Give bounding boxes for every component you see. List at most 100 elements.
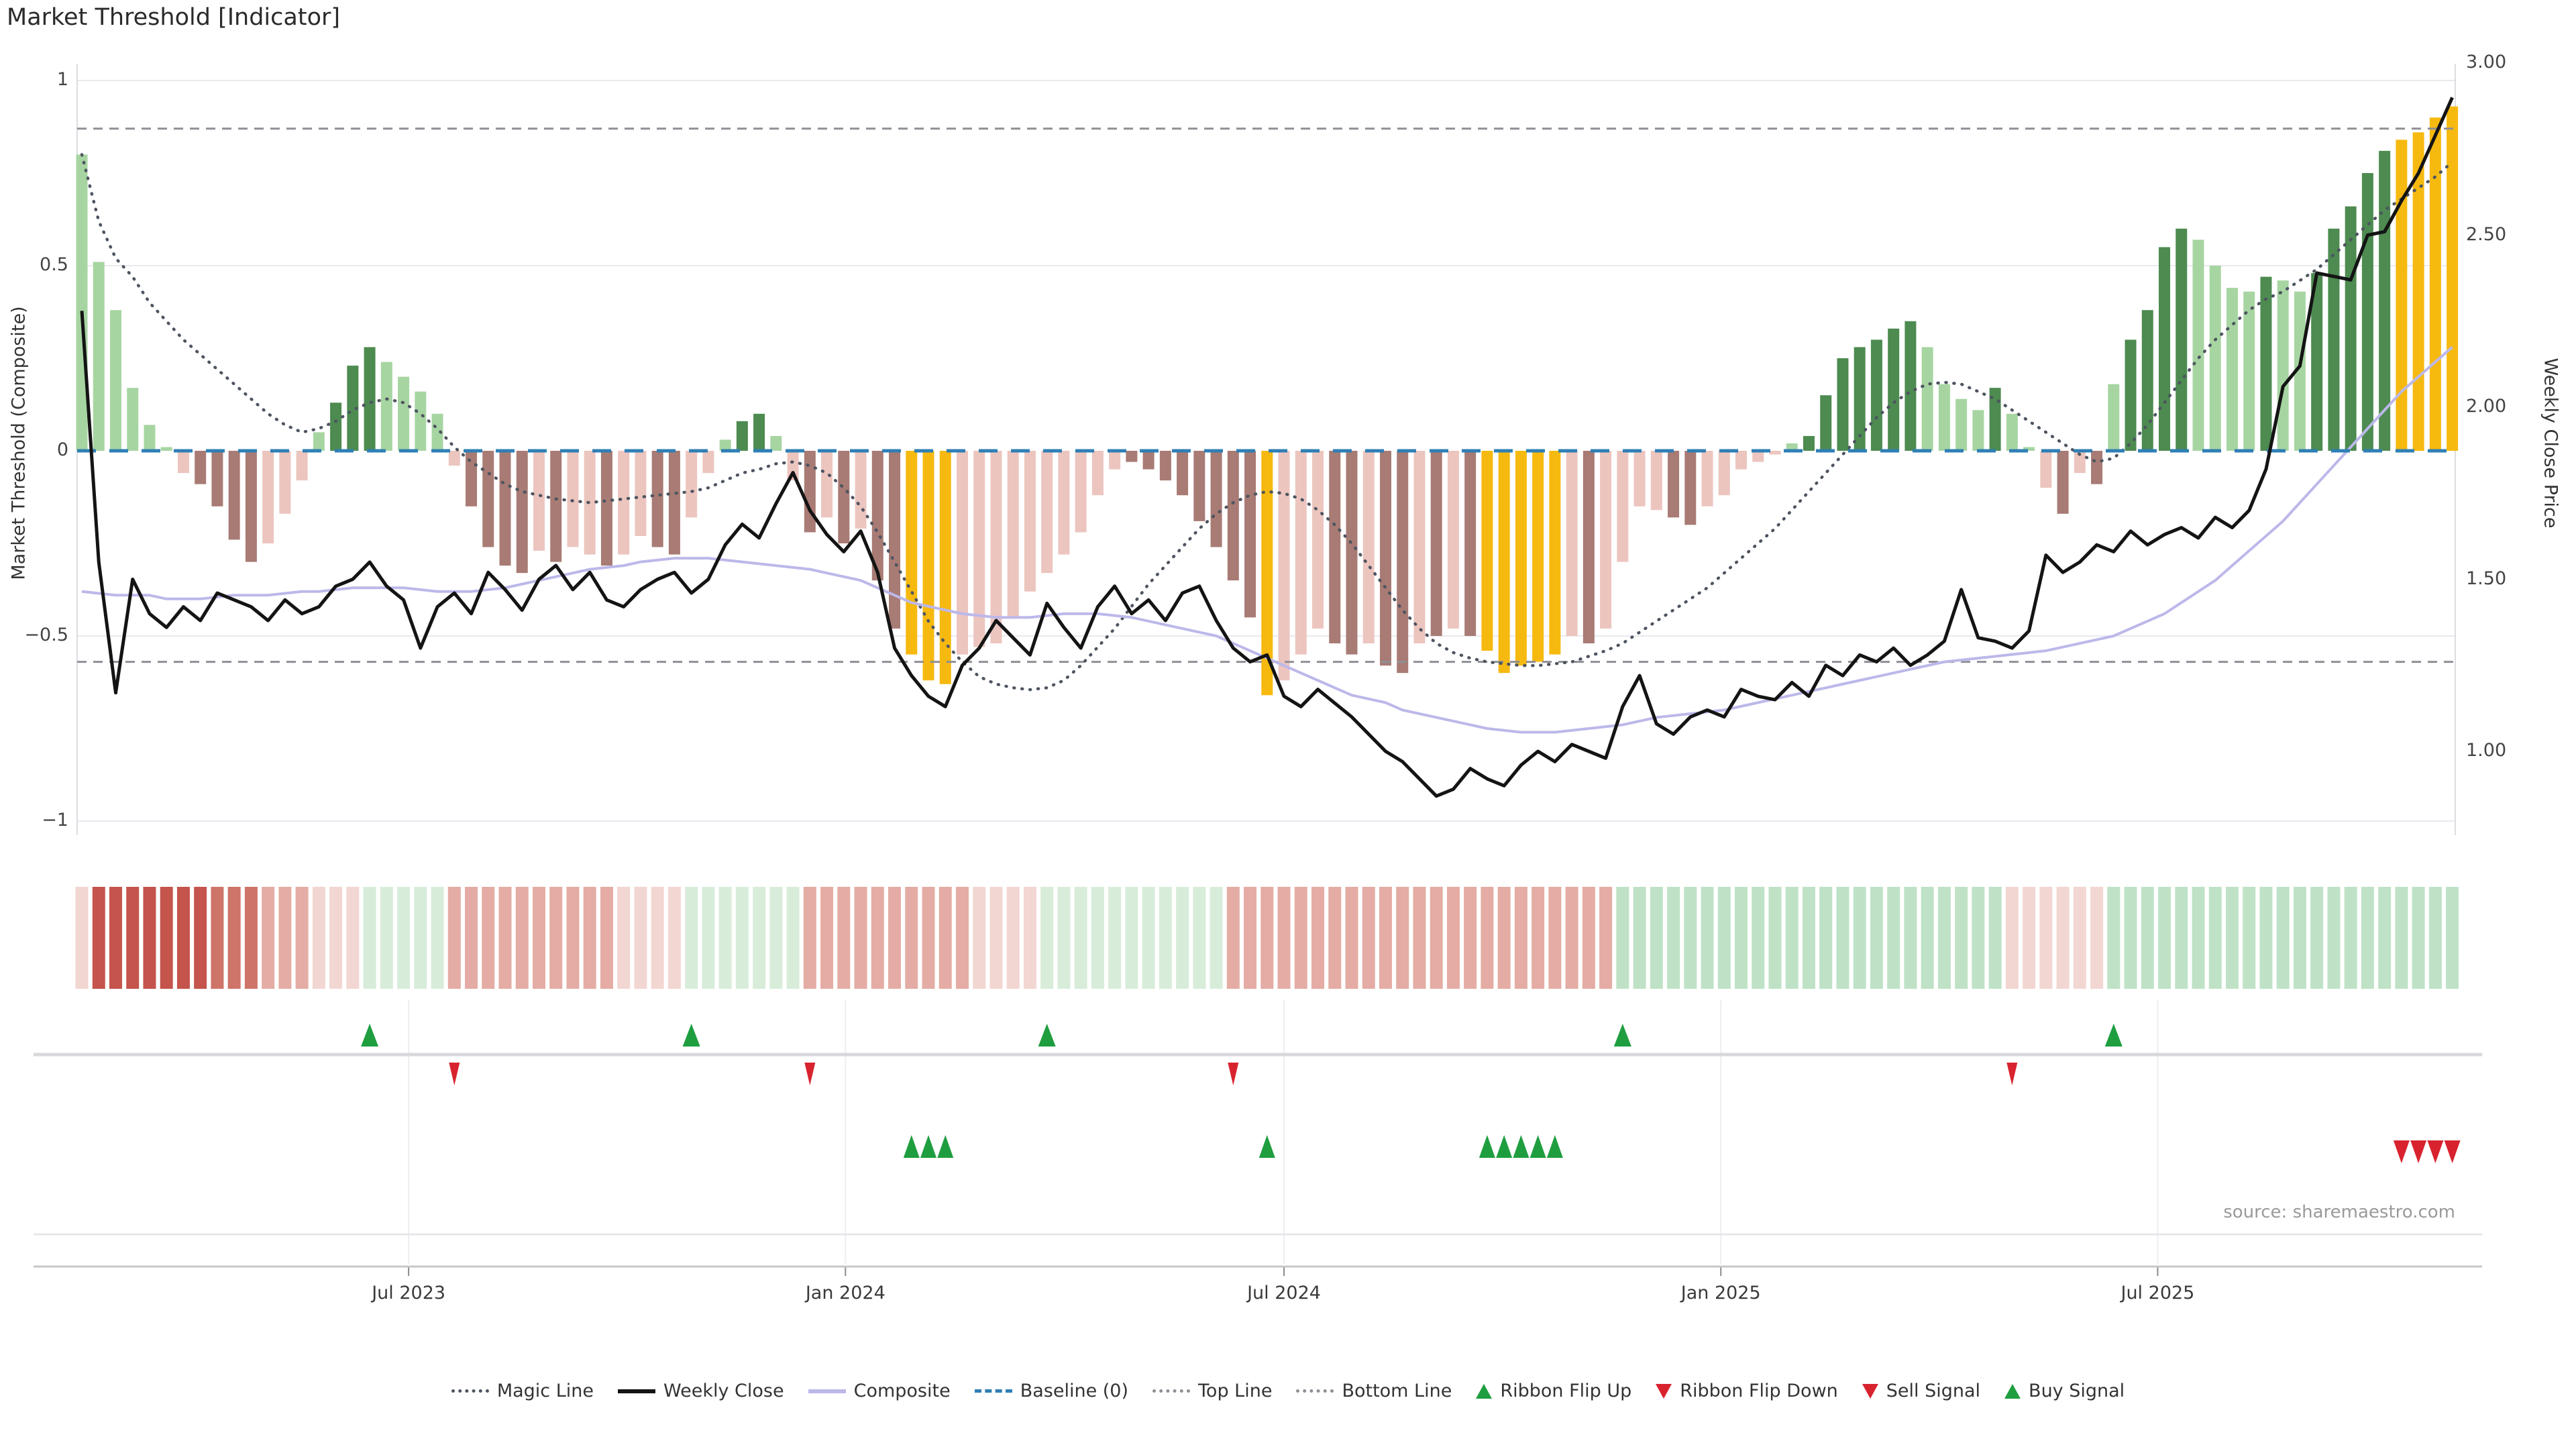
x-axis-tick-label: Jul 2023: [372, 1283, 446, 1303]
legend-item-ribbon-flip-up: Ribbon Flip Up: [1476, 1381, 1631, 1401]
threshold-bar: [127, 388, 139, 451]
ribbon-cell: [1548, 887, 1562, 989]
buy-signal-marker: [1529, 1135, 1546, 1158]
ribbon-cell: [414, 887, 427, 989]
ribbon-cell: [1023, 887, 1036, 989]
threshold-bar: [2057, 451, 2069, 514]
ribbon-flip-up-marker: [1038, 1024, 1056, 1046]
ribbon-cell: [1802, 887, 1815, 989]
threshold-bar: [2192, 239, 2204, 451]
ribbon-cell: [1684, 887, 1697, 989]
threshold-bar: [415, 391, 427, 451]
ribbon-cell: [126, 887, 140, 989]
threshold-bar: [1481, 451, 1493, 651]
ribbon-cell: [2276, 887, 2290, 989]
ribbon-cell: [2428, 887, 2442, 989]
threshold-bar: [1312, 451, 1324, 629]
ribbon-cell: [1311, 887, 1325, 989]
sell-signal-marker: [2410, 1140, 2427, 1163]
ribbon-cell: [2158, 887, 2171, 989]
threshold-bar: [1532, 451, 1544, 662]
threshold-bar: [1820, 395, 1832, 451]
threshold-bar: [2328, 228, 2340, 451]
ribbon-cell: [143, 887, 156, 989]
ribbon-cell: [447, 887, 461, 989]
legend-label: Sell Signal: [1886, 1381, 1981, 1401]
threshold-bar: [1075, 451, 1087, 533]
ribbon-cell: [211, 887, 224, 989]
ribbon-cell: [955, 887, 969, 989]
ribbon-flip-up-marker: [361, 1024, 379, 1046]
ribbon-cell: [2090, 887, 2104, 989]
ribbon-cell: [1294, 887, 1307, 989]
solid-line-swatch-icon: [618, 1389, 655, 1393]
right-axis-tick-label: 1.00: [2466, 740, 2507, 761]
ribbon-cell: [1260, 887, 1274, 989]
ribbon-cell: [1701, 887, 1714, 989]
threshold-bar: [2125, 339, 2137, 451]
ribbon-cell: [515, 887, 529, 989]
threshold-bar: [533, 451, 545, 551]
threshold-bar: [2023, 447, 2035, 451]
ribbon-cell: [109, 887, 122, 989]
ribbon-cell: [803, 887, 816, 989]
threshold-bar: [1007, 451, 1019, 618]
weekly-close-line: [80, 97, 2454, 798]
ribbon-cell: [786, 887, 800, 989]
threshold-bar: [2091, 451, 2103, 484]
ribbon-cell: [1616, 887, 1629, 989]
threshold-bar: [1447, 451, 1459, 629]
threshold-bar: [448, 451, 460, 466]
dotted-line-swatch-icon: [1152, 1389, 1191, 1393]
threshold-bar: [109, 310, 121, 451]
threshold-bar: [973, 451, 985, 647]
ribbon-cell: [194, 887, 207, 989]
ribbon-cell: [837, 887, 851, 989]
threshold-bar: [1566, 451, 1578, 636]
buy-signal-marker: [903, 1135, 920, 1158]
ribbon-cell: [820, 887, 834, 989]
threshold-bar: [380, 362, 392, 451]
ribbon-cell: [1667, 887, 1680, 989]
threshold-bar: [871, 451, 883, 581]
threshold-bar: [1650, 451, 1662, 511]
left-axis-tick-label: 0: [56, 439, 68, 460]
ribbon-cell: [1396, 887, 1409, 989]
ribbon-cell: [1362, 887, 1375, 989]
threshold-bar: [1701, 451, 1713, 506]
threshold-bar: [2074, 451, 2086, 474]
threshold-bar: [1329, 451, 1341, 644]
threshold-bar: [990, 451, 1002, 644]
ribbon-cell: [1988, 887, 2002, 989]
chart-legend: Magic Line Weekly Close Composite Baseline …: [0, 1381, 2576, 1401]
ribbon-cell: [1599, 887, 1613, 989]
threshold-bar: [76, 154, 88, 451]
ribbon-cell: [363, 887, 376, 989]
ribbon-cell: [1921, 887, 1934, 989]
ribbon-cell: [1735, 887, 1748, 989]
legend-label: Ribbon Flip Up: [1500, 1381, 1632, 1401]
threshold-bar: [1278, 451, 1290, 681]
ribbon-cell: [1430, 887, 1443, 989]
ribbon-cell: [2259, 887, 2273, 989]
ribbon-cell: [1853, 887, 1866, 989]
ribbon-cell: [227, 887, 241, 989]
threshold-bar: [211, 451, 223, 506]
threshold-bar: [618, 451, 630, 555]
ribbon-cell: [1379, 887, 1392, 989]
ribbon-cell: [2023, 887, 2036, 989]
threshold-bar: [177, 451, 189, 474]
ribbon-cell: [1972, 887, 1985, 989]
sell-signal-marker: [2444, 1140, 2461, 1163]
threshold-bar: [1904, 321, 1917, 451]
source-credit: source: sharemaestro.com: [2223, 1202, 2455, 1222]
threshold-bar: [1582, 451, 1595, 644]
threshold-bar: [956, 451, 968, 655]
ribbon-cell: [1937, 887, 1951, 989]
ribbon-flip-down-marker: [2006, 1063, 2018, 1085]
threshold-bar: [1227, 451, 1239, 581]
x-axis-tick-label: Jan 2024: [805, 1283, 885, 1303]
threshold-bar: [855, 451, 867, 529]
threshold-bar: [719, 439, 731, 451]
